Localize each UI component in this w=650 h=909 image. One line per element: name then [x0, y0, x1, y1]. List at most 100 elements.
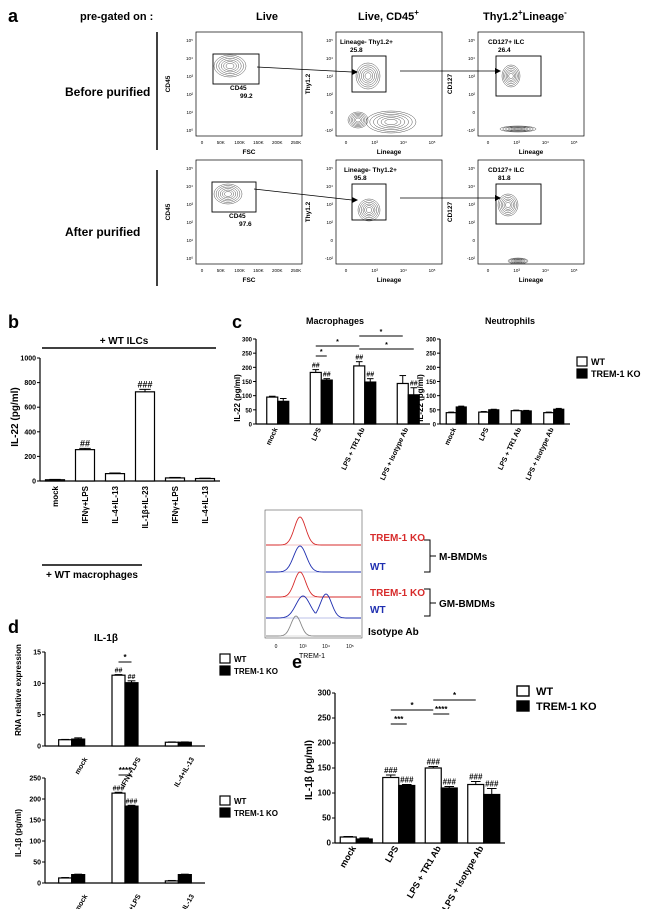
- bar: [510, 410, 522, 425]
- category-label: IL-4+IL-13: [174, 756, 197, 788]
- x-tick-label: 150K: [253, 140, 264, 145]
- significance-mark: ##: [128, 674, 136, 681]
- bar: [164, 477, 186, 482]
- contour-line: [362, 70, 374, 82]
- bar: [111, 792, 126, 884]
- gate-box: [495, 183, 542, 225]
- category-label: LPS + Isotype Ab: [440, 844, 486, 909]
- y-tick-label: 10: [33, 681, 41, 688]
- contour-line: [507, 127, 529, 131]
- significance-mark: ###: [137, 379, 152, 389]
- hist-label-m-ko: TREM-1 KO: [370, 533, 425, 544]
- bar: [194, 477, 216, 482]
- significance-mark: ###: [400, 776, 414, 785]
- panel-d-charts: IL-1β RNA relative expression IL-1β (pg/…: [14, 633, 278, 909]
- contour-line: [513, 259, 523, 263]
- y-tick-label: 100: [242, 394, 253, 400]
- x-tick-label: 250K: [291, 268, 302, 273]
- panel-letter-d: d: [8, 617, 19, 637]
- y-tick-label: 10²: [326, 220, 333, 225]
- y-tick-label: 10²: [468, 92, 475, 97]
- y-tick-label: 0: [327, 839, 332, 848]
- x-tick-label: 150K: [253, 268, 264, 273]
- bar: [478, 411, 490, 425]
- x-tick-label: 0: [487, 268, 490, 273]
- y-tick-label: 10⁴: [468, 184, 475, 189]
- category-label: IFNγ+LPS: [120, 893, 143, 909]
- x-axis-label: FSC: [243, 277, 256, 284]
- category-label: mock: [265, 427, 279, 447]
- gate-arrow-head: [352, 197, 358, 203]
- bar: [467, 783, 485, 844]
- category-label: mock: [444, 427, 458, 447]
- e-legend-ko-swatch: [516, 700, 530, 712]
- significance-star: *: [123, 653, 127, 662]
- contour-line: [357, 64, 379, 88]
- category-label: IL-4+IL-13: [111, 485, 120, 523]
- contour-line: [510, 258, 526, 264]
- bar: [124, 682, 139, 747]
- x-tick-label: 100K: [234, 268, 245, 273]
- bar: [553, 408, 565, 425]
- y-tick-label: 10²: [186, 92, 193, 97]
- contour-line: [507, 257, 529, 265]
- d-legend-top-ko: TREM-1 KO: [234, 667, 278, 676]
- contour-line: [515, 260, 521, 262]
- y-tick-label: 10³: [186, 202, 193, 207]
- bar: [396, 382, 409, 425]
- category-label: LPS + TR1 Ab: [497, 427, 523, 472]
- contour-line: [357, 198, 381, 222]
- hist-label-gm-wt: WT: [370, 605, 386, 616]
- y-tick-label: 10²: [468, 220, 475, 225]
- contour-line: [510, 127, 526, 131]
- x-axis-label: Lineage: [519, 277, 544, 284]
- y-tick-label: 10⁵: [468, 166, 475, 171]
- contour-line: [505, 202, 511, 208]
- gate-percent: 95.8: [354, 175, 367, 182]
- y-tick-label: 1000: [20, 356, 36, 363]
- bar: [104, 473, 126, 482]
- y-tick-label: 300: [242, 338, 253, 344]
- y-tick-label: 10³: [468, 74, 475, 79]
- y-tick-label: 10⁴: [326, 184, 333, 189]
- contour-line: [502, 198, 514, 212]
- panel-letter-e: e: [292, 652, 302, 672]
- contour-line: [512, 259, 524, 263]
- y-tick-label: 200: [426, 366, 437, 372]
- y-tick-label: 150: [318, 764, 332, 773]
- row-label-before: Before purified: [65, 85, 150, 99]
- d-title: IL-1β: [94, 633, 118, 644]
- d-legend-top-wt-swatch: [219, 653, 231, 664]
- y-tick-label: 10³: [326, 202, 333, 207]
- gate-arrow-head: [352, 69, 358, 75]
- panel-c-charts: Macrophages Neutrophils IL-22 (pg/ml) IL…: [233, 316, 641, 482]
- y-tick-label: 0: [330, 238, 333, 243]
- gate-percent: 81.8: [498, 175, 511, 182]
- y-axis-label: CD127: [447, 201, 454, 222]
- category-label: LPS + Isotype Ab: [525, 427, 555, 482]
- y-tick-label: 300: [426, 338, 437, 344]
- x-tick-label: 10³: [513, 268, 520, 273]
- d-legend-bottom-wt-swatch: [219, 795, 231, 806]
- y-tick-label: 10⁴: [186, 184, 193, 189]
- y-axis-label: Thy1.2: [305, 73, 312, 94]
- x-tick-label: 0: [487, 140, 490, 145]
- contour-line: [380, 117, 402, 127]
- flow-plot-frame: [477, 159, 585, 265]
- y-axis-label: CD45: [165, 203, 172, 220]
- contour-line: [352, 115, 364, 125]
- d-ylabel-top: RNA relative expression: [14, 644, 23, 736]
- category-label: LPS + TR1 Ab: [405, 844, 443, 900]
- contour-line: [349, 112, 367, 128]
- contour-line: [347, 111, 369, 129]
- contour-line: [499, 125, 537, 133]
- bar: [177, 741, 192, 747]
- b-bottom-label: + WT macrophages: [46, 570, 138, 581]
- bar: [309, 371, 322, 425]
- gate-arrow-head: [495, 195, 501, 201]
- contour-line: [505, 69, 517, 83]
- y-tick-label: 0: [472, 110, 475, 115]
- bar: [520, 410, 532, 425]
- flow-plot-frame: [335, 159, 443, 265]
